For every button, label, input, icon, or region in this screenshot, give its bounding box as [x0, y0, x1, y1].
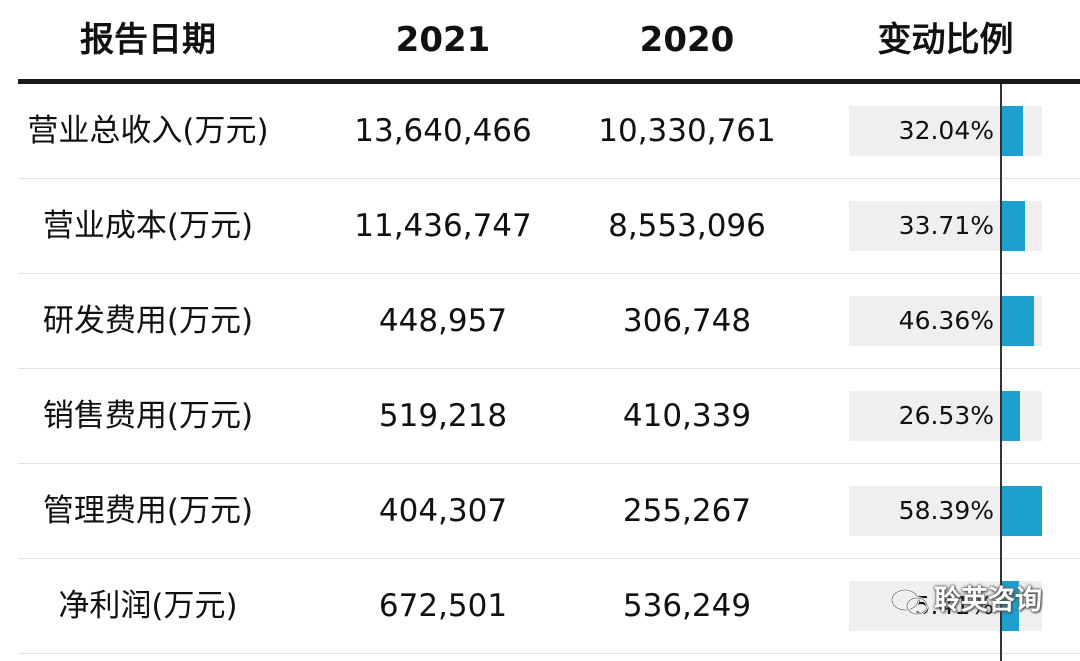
- header-divider: [18, 79, 1080, 84]
- row-divider: [18, 368, 1080, 369]
- table-header: 报告日期 2021 2020 变动比例: [0, 0, 1080, 84]
- row-label: 净利润(万元): [58, 588, 238, 624]
- value-2021: 672,501: [378, 588, 508, 624]
- row-label: 营业总收入(万元): [27, 113, 269, 149]
- row-label: 研发费用(万元): [42, 303, 254, 339]
- row-divider: [18, 273, 1080, 274]
- wechat-icon: [890, 588, 929, 615]
- value-2021: 11,436,747: [354, 208, 532, 244]
- change-bar: [1001, 201, 1025, 251]
- table-row: 营业总收入(万元) 13,640,466 10,330,761 32.04%: [0, 84, 1080, 179]
- change-percent-label: 33.71%: [898, 211, 994, 240]
- value-2021: 13,640,466: [354, 113, 532, 149]
- header-2020: 2020: [639, 20, 735, 60]
- value-2020: 536,249: [622, 588, 752, 624]
- value-2021: 448,957: [378, 303, 508, 339]
- header-change: 变动比例: [877, 20, 1014, 60]
- row-divider: [18, 558, 1080, 559]
- row-divider: [18, 178, 1080, 179]
- value-2020: 306,748: [622, 303, 752, 339]
- change-percent-label: 32.04%: [898, 116, 994, 145]
- row-label: 营业成本(万元): [42, 208, 254, 244]
- change-percent-label: 26.53%: [898, 401, 994, 430]
- table-row: 研发费用(万元) 448,957 306,748 46.36%: [0, 274, 1080, 369]
- value-2021: 404,307: [378, 493, 508, 529]
- change-percent-label: 46.36%: [898, 306, 994, 335]
- row-label: 销售费用(万元): [42, 398, 254, 434]
- value-2020: 255,267: [622, 493, 752, 529]
- value-2020: 8,553,096: [608, 208, 766, 244]
- header-report-date: 报告日期: [80, 20, 216, 60]
- watermark-text: 聆英咨询: [934, 585, 1042, 616]
- row-divider: [18, 653, 1080, 654]
- table-row: 营业成本(万元) 11,436,747 8,553,096 33.71%: [0, 179, 1080, 274]
- table-row: 销售费用(万元) 519,218 410,339 26.53%: [0, 369, 1080, 464]
- change-bar: [1001, 106, 1023, 156]
- bar-axis-line: [1000, 84, 1002, 661]
- table-row: 净利润(万元) 672,501 536,249 5.41%: [0, 559, 1080, 654]
- change-bar: [1001, 581, 1019, 631]
- value-2020: 10,330,761: [598, 113, 776, 149]
- row-label: 管理费用(万元): [42, 493, 254, 529]
- table-row: 管理费用(万元) 404,307 255,267 58.39%: [0, 464, 1080, 559]
- change-percent-label: 58.39%: [898, 496, 994, 525]
- row-divider: [18, 463, 1080, 464]
- value-2020: 410,339: [622, 398, 752, 434]
- change-bar: [1001, 391, 1020, 441]
- change-bar: [1001, 296, 1034, 346]
- watermark: 聆英咨询: [890, 579, 1042, 623]
- value-2021: 519,218: [378, 398, 508, 434]
- change-bar: [1001, 486, 1042, 536]
- header-2021: 2021: [395, 20, 491, 60]
